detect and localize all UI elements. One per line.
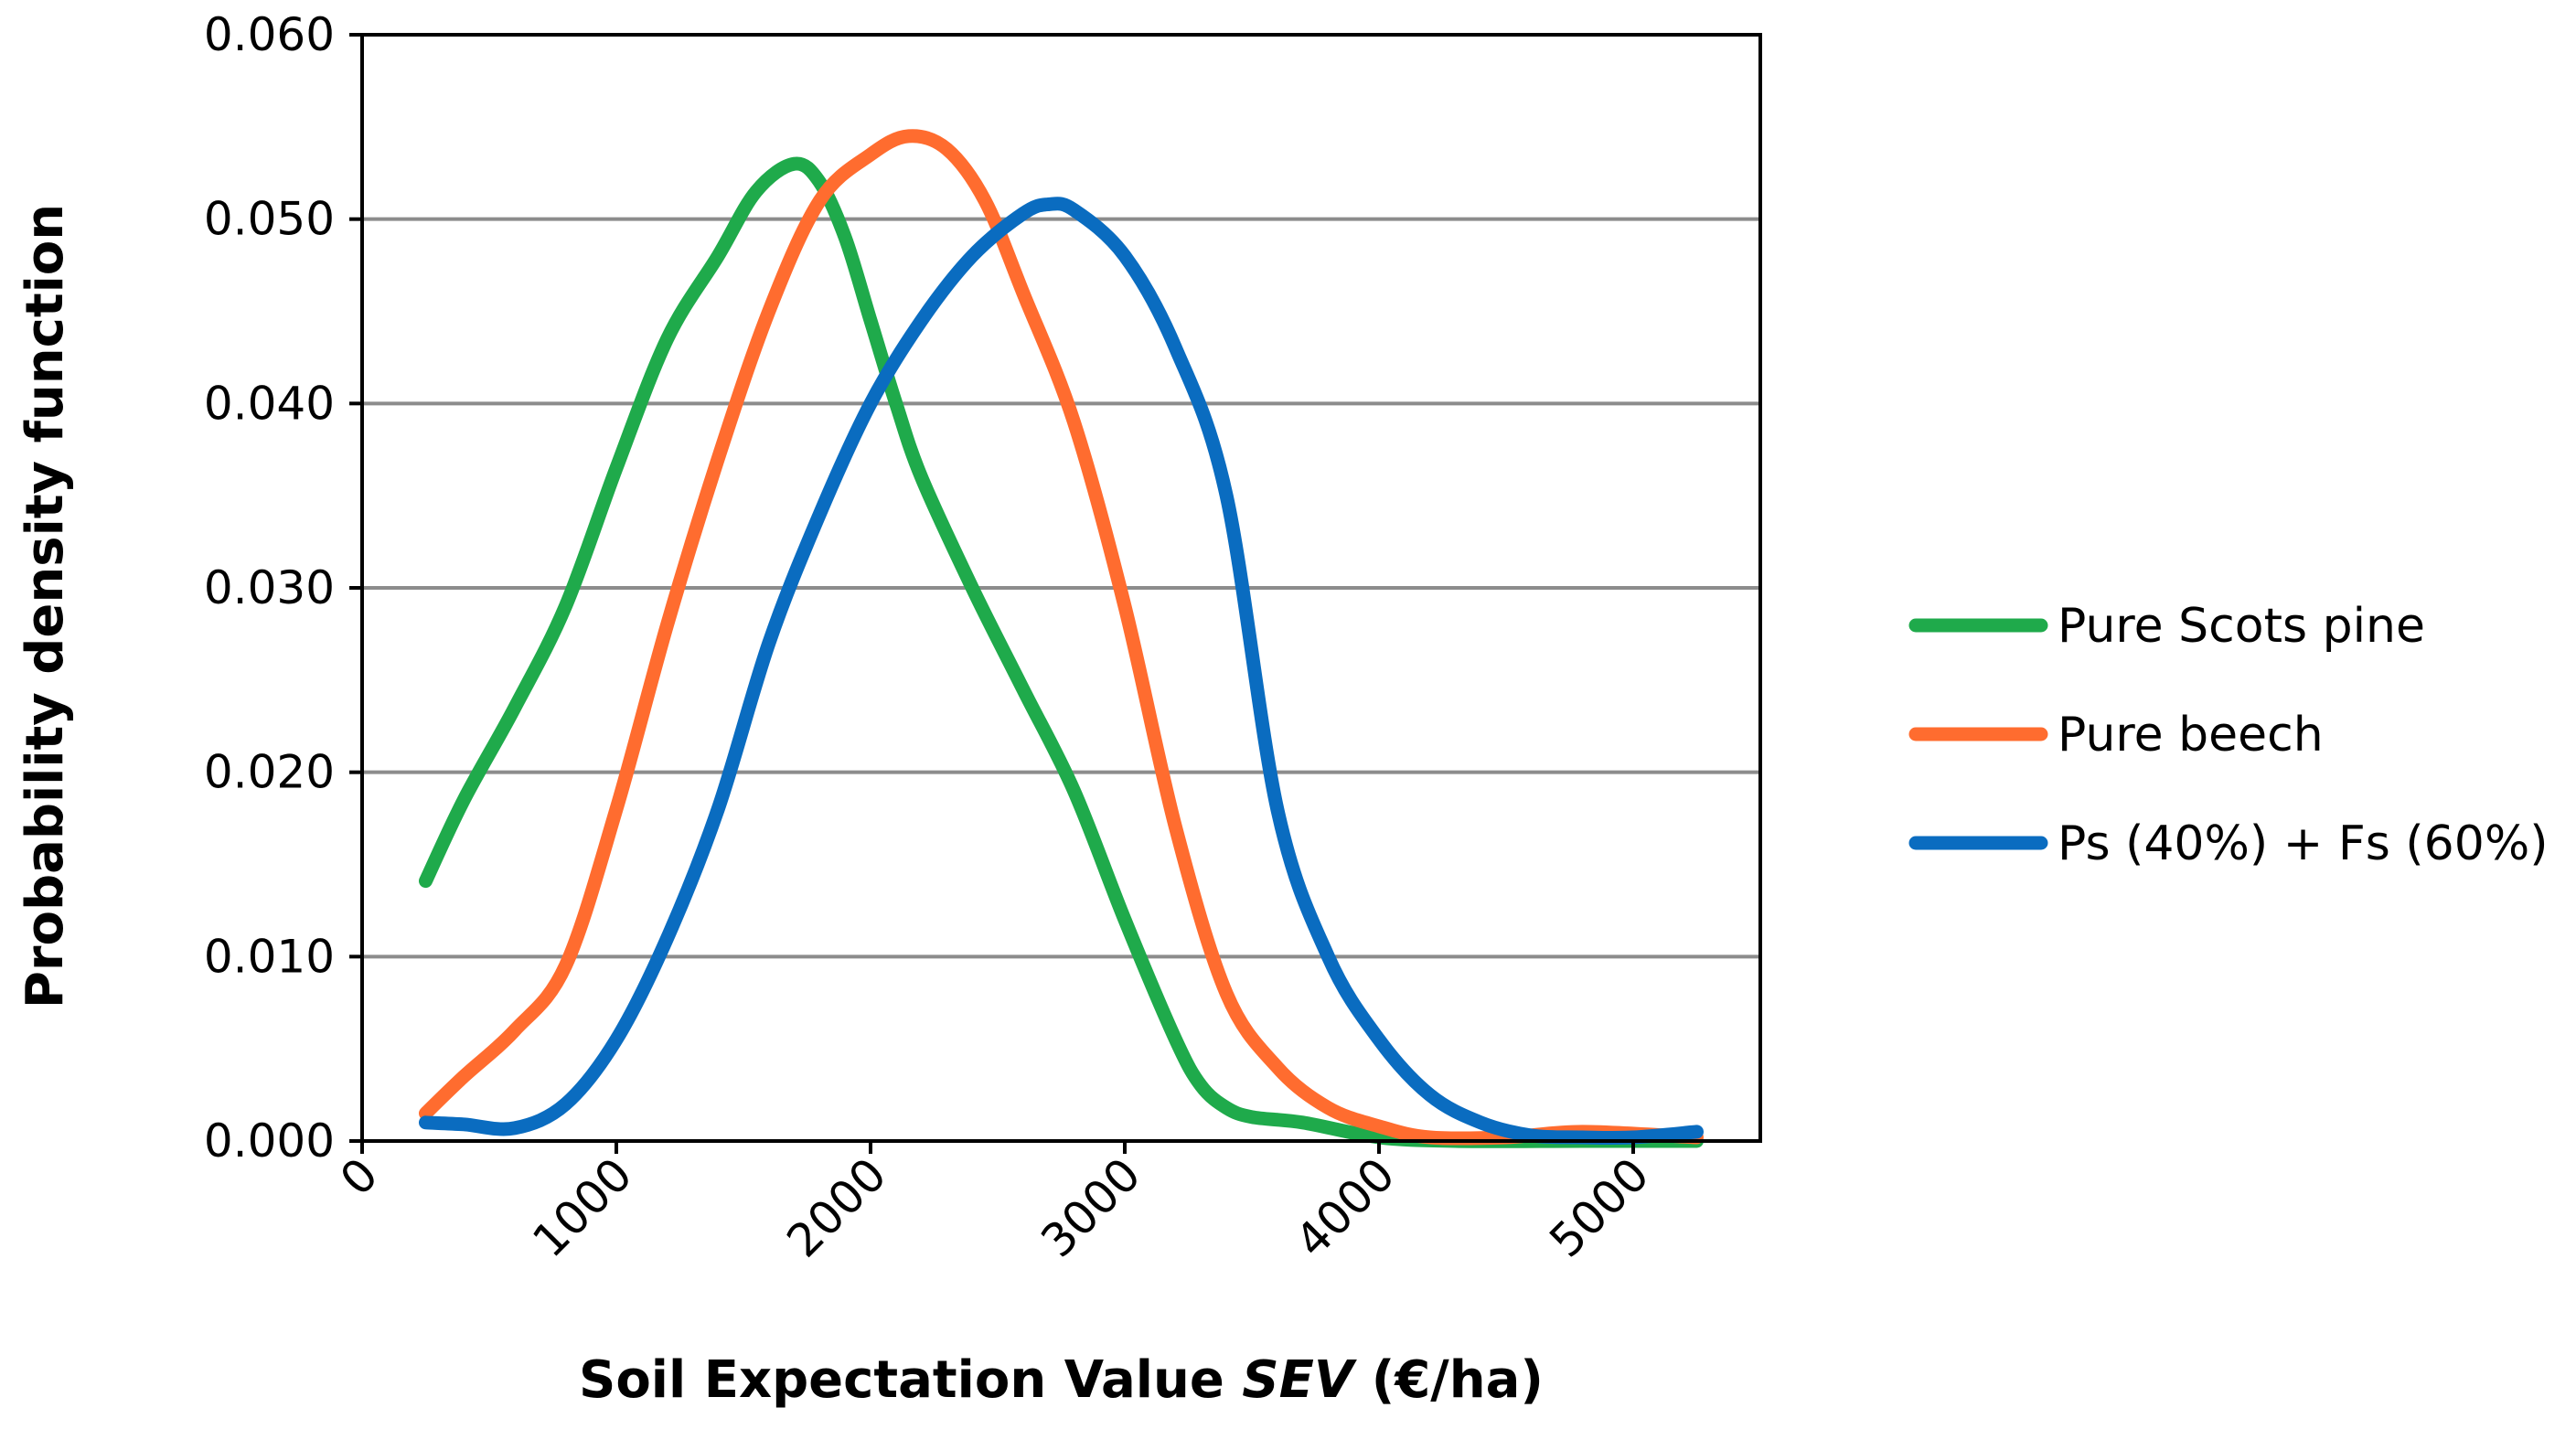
x-ticks [360, 1141, 1635, 1154]
x-axis-title-part-0: Soil Expectation Value [579, 1350, 1242, 1410]
x-tick-label-1: 1000 [522, 1147, 642, 1267]
legend-label-2: Ps (40%) + Fs (60%) [2058, 816, 2549, 871]
x-tick-label-4: 4000 [1285, 1147, 1405, 1267]
series-line-0 [419, 156, 1704, 1148]
y-tick-label-5: 0.050 [204, 193, 335, 246]
series-lines [419, 129, 1704, 1148]
x-tick-label-3: 3000 [1031, 1147, 1150, 1267]
series-line-1 [419, 129, 1704, 1146]
y-tick-label-3: 0.030 [204, 561, 335, 614]
legend-label-1: Pure beech [2058, 708, 2324, 762]
y-tick-label-6: 0.060 [204, 8, 335, 61]
x-tick-label-5: 5000 [1539, 1147, 1659, 1267]
y-axis-title: Probability density function [16, 204, 75, 1008]
legend: Pure Scots pine Pure beech Ps (40%) + Fs (… [1908, 599, 2549, 871]
legend-label-0: Pure Scots pine [2058, 599, 2425, 654]
y-tick-label-0: 0.000 [204, 1114, 335, 1168]
y-tick-labels: 0.000 0.010 0.020 0.030 0.040 0.050 0.060 [204, 8, 335, 1168]
x-tick-label-0: 0 [330, 1147, 389, 1206]
x-axis-title-part-1: SEV [1242, 1350, 1358, 1410]
gridlines [362, 33, 1760, 959]
y-tick-label-2: 0.020 [204, 746, 335, 799]
x-axis-title-part-2: (€/ha) [1353, 1350, 1544, 1410]
x-tick-label-2: 2000 [776, 1147, 896, 1267]
y-tick-label-4: 0.040 [204, 377, 335, 430]
x-tick-labels: 0 1000 2000 3000 4000 5000 [330, 1147, 1660, 1267]
series-line-2 [419, 197, 1704, 1146]
x-axis-title: Soil Expectation Value SEV (€/ha) [579, 1350, 1544, 1410]
y-tick-label-1: 0.010 [204, 930, 335, 983]
y-ticks [349, 33, 362, 1143]
